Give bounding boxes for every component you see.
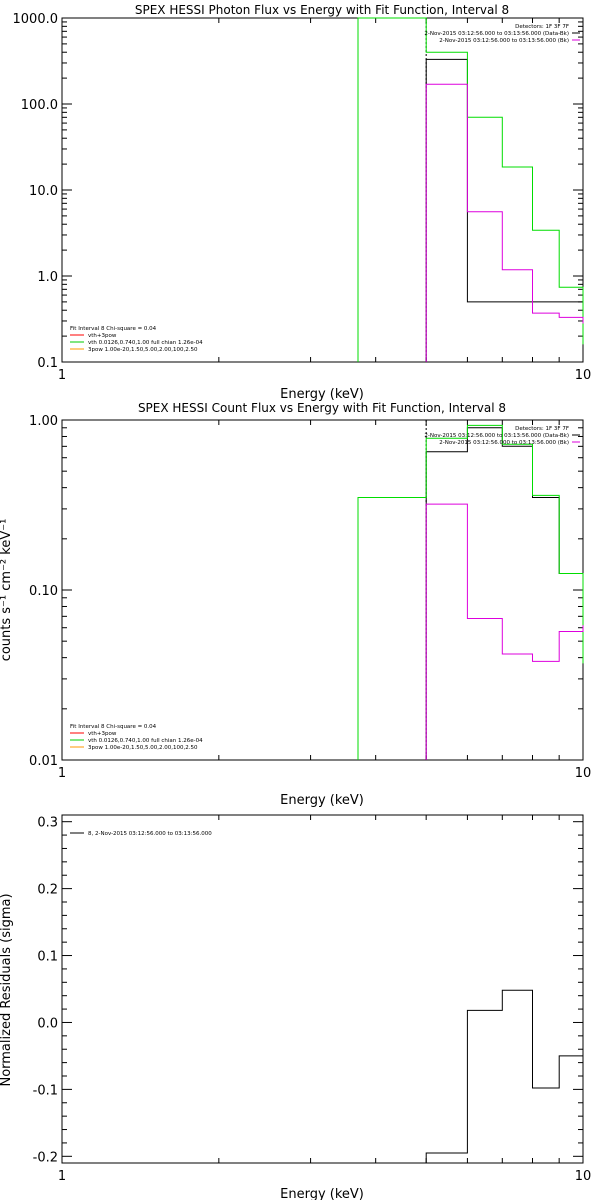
count-flux-legend-line: vth+3pow: [88, 731, 117, 737]
residuals-ytick-label: 0.3: [37, 816, 58, 831]
residuals-xlabel: Energy (keV): [280, 1187, 364, 1200]
photon-flux-panel: SPEX HESSI Photon Flux vs Energy with Fi…: [13, 3, 592, 402]
residuals-plot-area: [61, 814, 584, 1164]
residuals-legend-line: 8, 2-Nov-2015 03:12:56.000 to 03:13:56.0…: [88, 831, 212, 837]
photon-flux-ytick-label: 100.0: [21, 98, 58, 113]
photon-flux-ytick-label: 1000.0: [13, 12, 59, 27]
photon-flux-plot-area: [61, 17, 584, 363]
photon-flux-legend-line: Fit Interval 8 Chi-square = 0.04: [70, 326, 157, 332]
photon-flux-info-line: Detectors: 1F 3F 7F: [515, 24, 569, 30]
residuals-series-0: [425, 830, 584, 1163]
photon-flux-xlabel: Energy (keV): [280, 387, 364, 402]
photon-flux-xtick-label: 1: [58, 368, 66, 383]
count-flux-series-1: [357, 424, 584, 760]
photon-flux-legend-line: vth+3pow: [88, 333, 117, 339]
photon-flux-series-1: [357, 17, 584, 362]
photon-flux-xtick-label: 10: [575, 368, 592, 383]
photon-flux-series-0: [425, 58, 584, 362]
residuals-ylabel: Normalized Residuals (sigma): [0, 893, 14, 1086]
count-flux-legend-line: vth 0.0126,0.740,1.00 full chian 1.26e-0…: [88, 738, 203, 744]
residuals-panel: 1 10 -0.2 -0.1 0.0 0.1 0.2 0.3 8, 2-Nov-2015 03:…: [0, 814, 592, 1200]
residuals-ytick-label: 0.0: [37, 1016, 58, 1031]
photon-flux-ytick-label: 10.0: [29, 184, 58, 199]
count-flux-xtick-label: 10: [575, 766, 592, 781]
count-flux-legend-line: Fit Interval 8 Chi-square = 0.04: [70, 724, 157, 730]
count-flux-legend-line: 3pow 1.00e-20,1.50,5.00,2.00,100,2.50: [88, 745, 198, 751]
residuals-ytick-label: -0.2: [33, 1150, 58, 1165]
count-flux-ylabel: counts s⁻¹ cm⁻² keV⁻¹: [0, 519, 14, 662]
residuals-ytick-label: 0.1: [37, 950, 58, 965]
count-flux-xtick-label: 1: [58, 766, 66, 781]
residuals-xtick-label: 10: [575, 1169, 592, 1184]
photon-flux-legend-line: vth 0.0126,0.740,1.00 full chian 1.26e-0…: [88, 340, 203, 346]
count-flux-info-line: Detectors: 1F 3F 7F: [515, 426, 569, 432]
photon-flux-series-2: [425, 83, 584, 362]
count-flux-ytick-label: 0.01: [29, 754, 58, 769]
photon-flux-info-line: 2-Nov-2015 03:12:56.000 to 03:13:56.000 …: [424, 31, 569, 37]
photon-flux-legend-line: 3pow 1.00e-20,1.50,5.00,2.00,100,2.50: [88, 347, 198, 353]
count-flux-ytick-label: 0.10: [29, 584, 58, 599]
photon-flux-ytick-label: 1.0: [37, 270, 58, 285]
count-flux-series-2: [425, 503, 584, 760]
photon-flux-ytick-label: 0.1: [37, 356, 58, 371]
residuals-ytick-label: 0.2: [37, 883, 58, 898]
count-flux-plot-area: [61, 419, 584, 761]
count-flux-ytick-label: 1.00: [29, 414, 58, 429]
residuals-ytick-label: -0.1: [33, 1083, 58, 1098]
count-flux-panel: SPEX HESSI Count Flux vs Energy with Fit…: [0, 401, 591, 808]
photon-flux-title: SPEX HESSI Photon Flux vs Energy with Fi…: [135, 3, 509, 17]
count-flux-title: SPEX HESSI Count Flux vs Energy with Fit…: [138, 401, 506, 415]
count-flux-info-line: 2-Nov-2015 03:12:56.000 to 03:13:56.000 …: [439, 440, 569, 446]
residuals-xtick-label: 1: [58, 1169, 66, 1184]
count-flux-info-line: 2-Nov-2015 03:12:56.000 to 03:13:56.000 …: [424, 433, 569, 439]
count-flux-series-0: [425, 427, 584, 760]
count-flux-xlabel: Energy (keV): [280, 793, 364, 808]
photon-flux-info-line: 2-Nov-2015 03:12:56.000 to 03:13:56.000 …: [439, 38, 569, 44]
